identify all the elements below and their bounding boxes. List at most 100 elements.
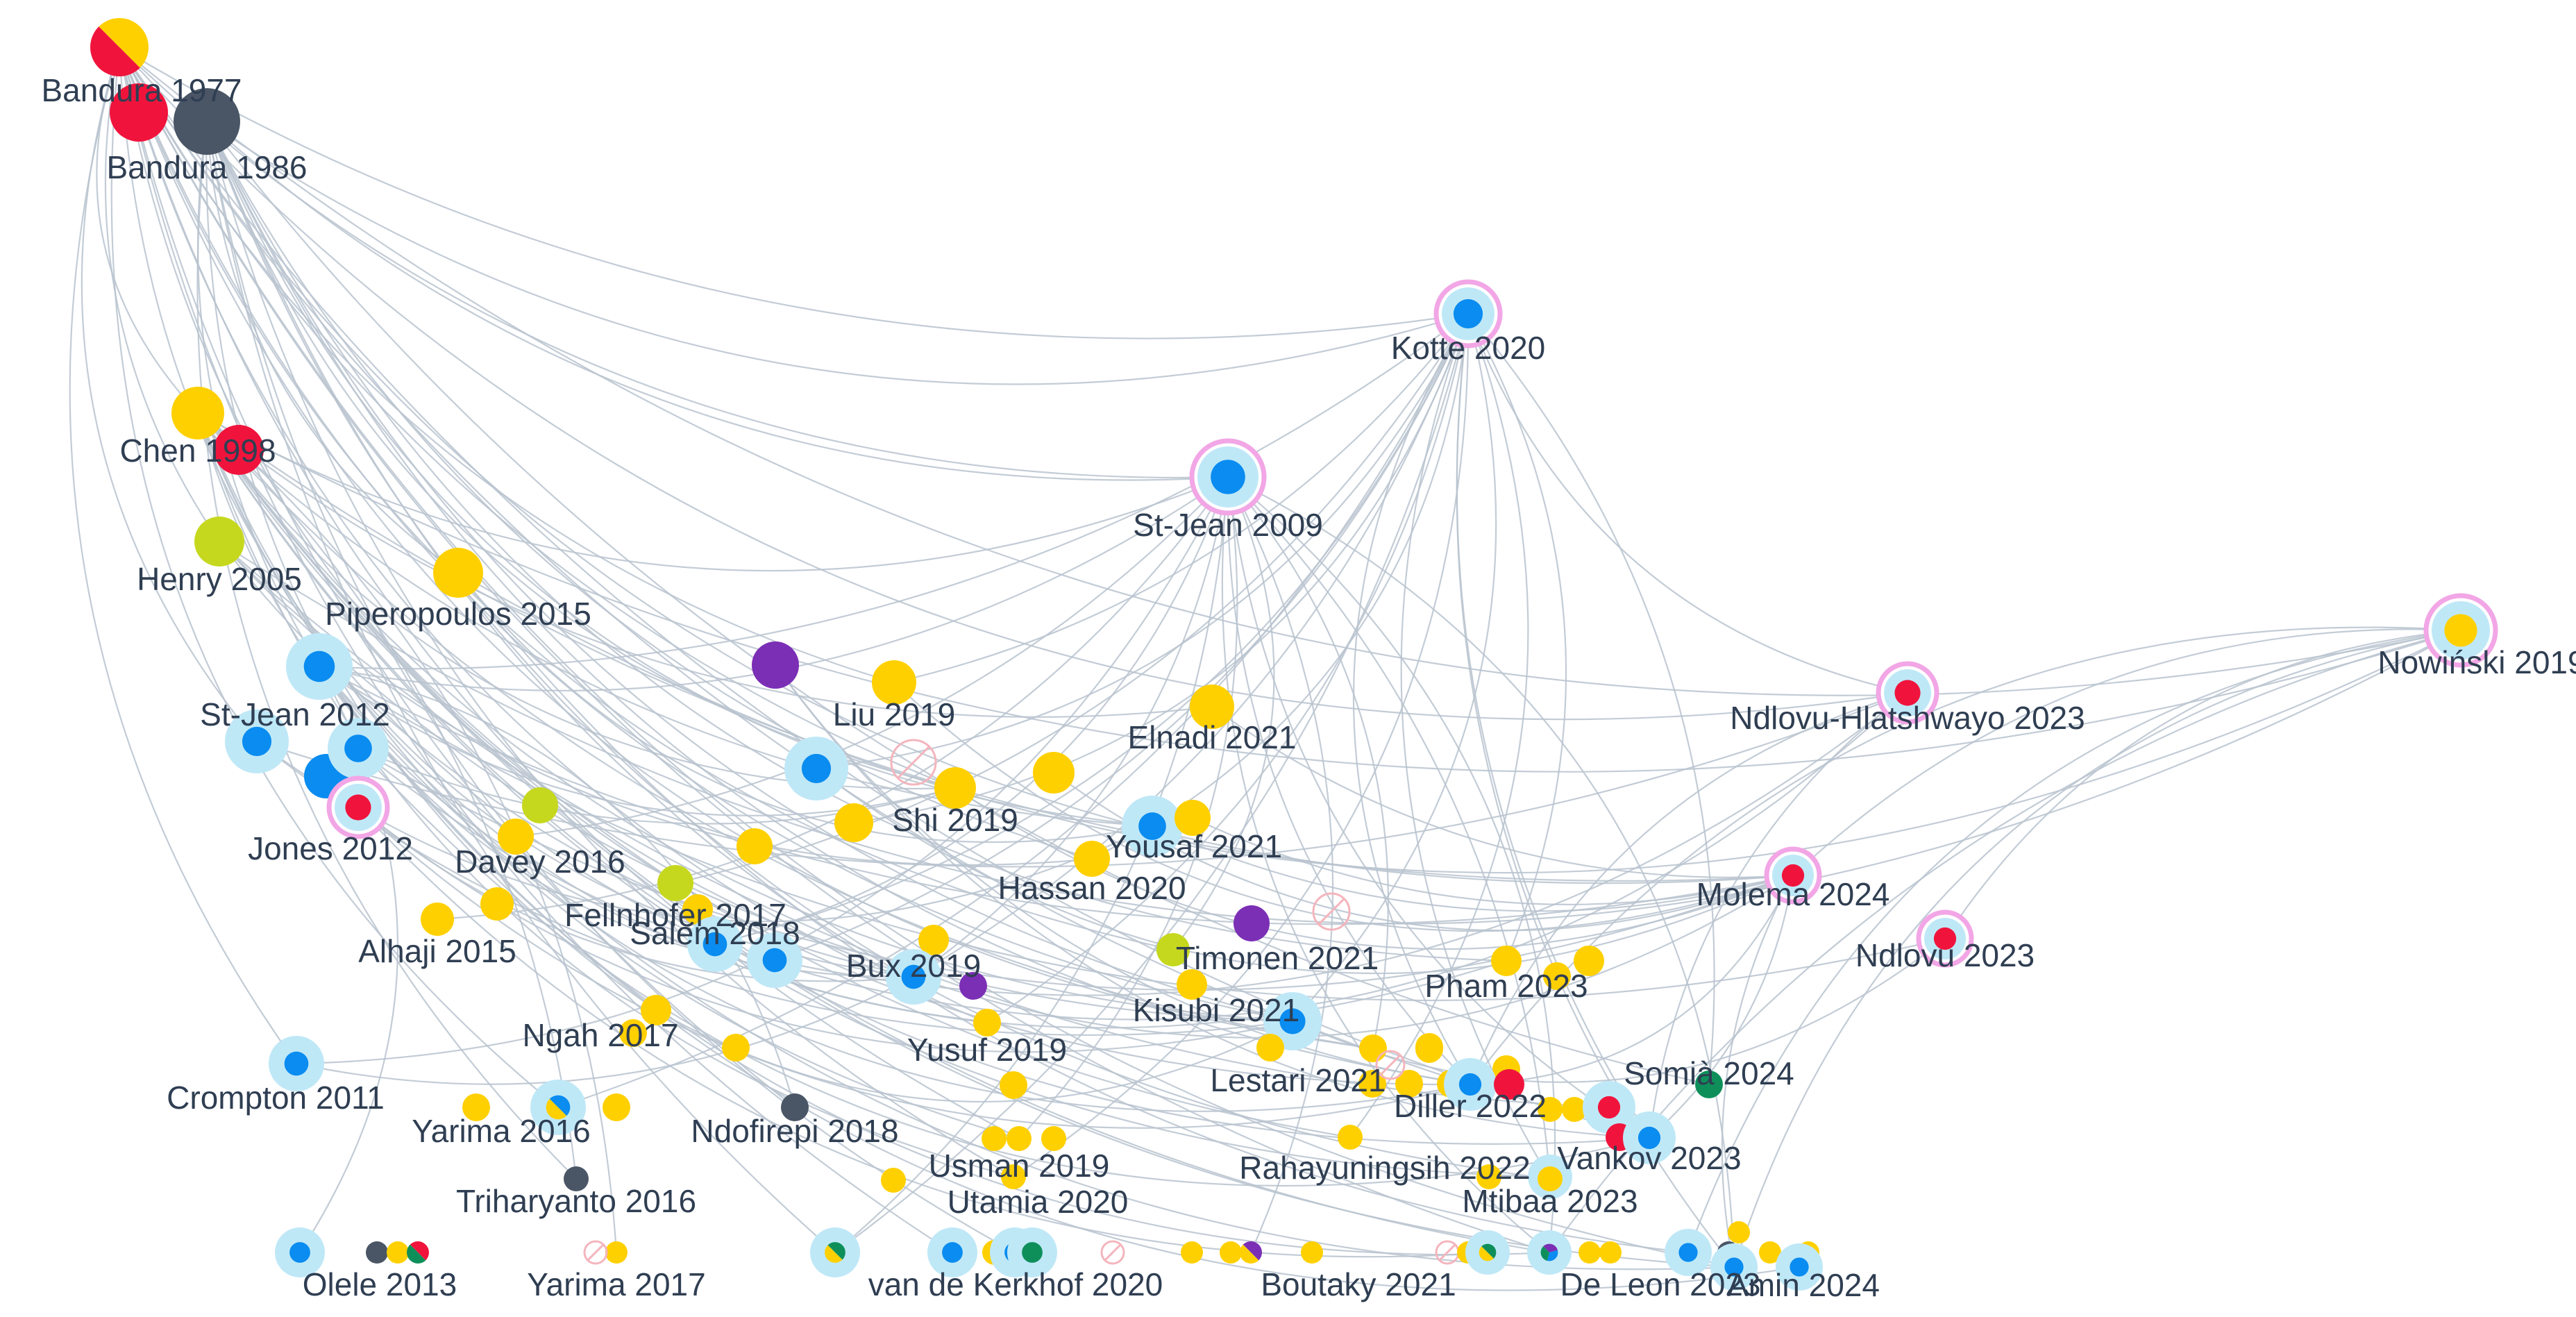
node-n_y_g[interactable] bbox=[834, 803, 873, 842]
node-kotte2020[interactable] bbox=[1433, 279, 1503, 349]
node-n_b3[interactable] bbox=[328, 718, 389, 779]
node-n_y_v[interactable] bbox=[1181, 1241, 1203, 1264]
node-n_b10[interactable] bbox=[1776, 1243, 1823, 1291]
node-mtibaa2023[interactable] bbox=[1538, 1166, 1563, 1191]
node-bandura1977b[interactable] bbox=[110, 83, 168, 142]
node-n_ex3[interactable] bbox=[1312, 892, 1351, 931]
node-rahayuningsih2022[interactable] bbox=[1338, 1125, 1363, 1150]
node-n_b1[interactable] bbox=[225, 710, 289, 773]
node-n_y_ah[interactable] bbox=[1579, 1241, 1601, 1264]
node-n_y_k[interactable] bbox=[918, 925, 949, 955]
node-boutaky2021[interactable] bbox=[1239, 1241, 1262, 1264]
node-n_y_r[interactable] bbox=[982, 1126, 1007, 1151]
node-n_y_ad[interactable] bbox=[1538, 1097, 1563, 1122]
node-n_y_af[interactable] bbox=[1476, 1164, 1501, 1189]
node-n_o3[interactable] bbox=[407, 1241, 429, 1264]
node-jones2012[interactable] bbox=[326, 775, 390, 839]
node-n_y_h[interactable] bbox=[736, 828, 773, 864]
node-n_y_ai[interactable] bbox=[1599, 1241, 1622, 1264]
node-n_purple2[interactable] bbox=[1234, 905, 1270, 941]
node-liu2019[interactable] bbox=[872, 660, 916, 705]
node-nowinski2019[interactable] bbox=[2423, 593, 2498, 668]
node-n_y_aa[interactable] bbox=[1415, 1033, 1443, 1061]
node-ngah2017[interactable] bbox=[641, 995, 671, 1025]
node-n_lime1[interactable] bbox=[522, 787, 558, 823]
node-henry2005[interactable] bbox=[194, 517, 244, 567]
node-n_ex2[interactable] bbox=[890, 739, 937, 786]
node-n_o2[interactable] bbox=[387, 1241, 409, 1264]
node-n_y_q[interactable] bbox=[1395, 1070, 1423, 1098]
node-alhaji2015[interactable] bbox=[421, 903, 454, 936]
node-amin2024[interactable] bbox=[1710, 1243, 1758, 1291]
node-usman2019[interactable] bbox=[1007, 1126, 1032, 1151]
node-n_b9[interactable] bbox=[1665, 1229, 1712, 1276]
node-yarima2017[interactable] bbox=[605, 1241, 628, 1264]
node-salem2018[interactable] bbox=[687, 916, 743, 972]
node-n_y_e[interactable] bbox=[462, 1093, 490, 1121]
node-n_ex1[interactable] bbox=[583, 1240, 608, 1265]
node-piperopoulos2015[interactable] bbox=[433, 548, 483, 598]
node-n_y_m[interactable] bbox=[1256, 1034, 1284, 1062]
node-n_purple1[interactable] bbox=[752, 641, 799, 689]
node-n_ex5[interactable] bbox=[1375, 1050, 1406, 1080]
node-n_purple3[interactable] bbox=[959, 972, 987, 1000]
node-n_b5[interactable] bbox=[784, 737, 848, 800]
node-n_y_i[interactable] bbox=[1033, 752, 1075, 794]
node-n_r1[interactable] bbox=[1494, 1069, 1524, 1100]
node-n_y_t[interactable] bbox=[881, 1168, 906, 1193]
node-n_y_c[interactable] bbox=[619, 1019, 647, 1047]
node-n_y_aj[interactable] bbox=[1728, 1221, 1750, 1243]
node-n_y_n[interactable] bbox=[1000, 1071, 1027, 1099]
node-ndlovuhlatshwayo2023[interactable] bbox=[1876, 661, 1939, 725]
node-fellnhofer2017[interactable] bbox=[657, 865, 693, 901]
node-n_b4[interactable] bbox=[747, 932, 802, 988]
node-timonen2021[interactable] bbox=[1156, 933, 1190, 966]
node-n_y_w[interactable] bbox=[1220, 1241, 1242, 1264]
node-n_y_ak[interactable] bbox=[1759, 1241, 1781, 1264]
node-n_y_a[interactable] bbox=[480, 887, 514, 921]
node-vandekerkhof2020[interactable] bbox=[810, 1227, 860, 1277]
node-hassan2020[interactable] bbox=[1074, 841, 1110, 877]
node-n_mix1[interactable] bbox=[1465, 1230, 1510, 1275]
node-n_y_d[interactable] bbox=[722, 1034, 750, 1062]
node-n_y_x[interactable] bbox=[1301, 1241, 1323, 1264]
node-crompton2011[interactable] bbox=[269, 1036, 324, 1091]
node-utamia2020[interactable] bbox=[1001, 1164, 1026, 1189]
node-n_y_y[interactable] bbox=[1543, 962, 1571, 990]
node-n_y_b[interactable] bbox=[682, 894, 713, 925]
node-yusuf2019[interactable] bbox=[973, 1009, 1001, 1037]
node-yousaf2021[interactable] bbox=[1122, 796, 1183, 857]
node-vankov2023[interactable] bbox=[1623, 1112, 1676, 1164]
node-n_y_j[interactable] bbox=[1175, 800, 1211, 836]
node-chen1998[interactable] bbox=[171, 387, 224, 439]
node-n_o1[interactable] bbox=[366, 1241, 388, 1264]
node-stjean2009[interactable] bbox=[1189, 438, 1267, 516]
node-n_y_l[interactable] bbox=[1177, 969, 1207, 1000]
node-bux2019[interactable] bbox=[886, 949, 941, 1005]
node-kisubi2021[interactable] bbox=[1263, 992, 1322, 1050]
node-n_g1[interactable] bbox=[1007, 1227, 1057, 1277]
node-lestari2021[interactable] bbox=[1359, 1034, 1387, 1062]
node-ndofirepi2018[interactable] bbox=[781, 1093, 809, 1121]
node-yarima2016[interactable] bbox=[530, 1080, 586, 1135]
node-olele2013[interactable] bbox=[275, 1227, 325, 1277]
node-n_y_f[interactable] bbox=[603, 1093, 630, 1121]
node-shi2019[interactable] bbox=[934, 767, 976, 809]
node-n_b6[interactable] bbox=[927, 1227, 977, 1277]
node-n_y_s[interactable] bbox=[1041, 1126, 1066, 1151]
node-bandura1977[interactable] bbox=[90, 18, 149, 76]
node-deleon2023[interactable] bbox=[1527, 1230, 1572, 1275]
node-n_r2[interactable] bbox=[1583, 1081, 1635, 1134]
node-pham2023[interactable] bbox=[1491, 946, 1522, 976]
node-elnadi2021[interactable] bbox=[1190, 685, 1234, 729]
node-bandura1986[interactable] bbox=[174, 88, 240, 155]
node-triharyanto2016[interactable] bbox=[564, 1166, 589, 1191]
node-n_y_p[interactable] bbox=[1358, 1070, 1386, 1098]
node-n_y_ae[interactable] bbox=[1562, 1097, 1587, 1122]
node-n_y_z[interactable] bbox=[1574, 946, 1604, 976]
node-diller2022[interactable] bbox=[1444, 1058, 1497, 1111]
node-davey2016[interactable] bbox=[498, 819, 534, 855]
node-molema2024[interactable] bbox=[1764, 846, 1822, 905]
node-n_ex4[interactable] bbox=[1100, 1240, 1125, 1265]
node-ndlovu2023[interactable] bbox=[1916, 909, 1974, 968]
